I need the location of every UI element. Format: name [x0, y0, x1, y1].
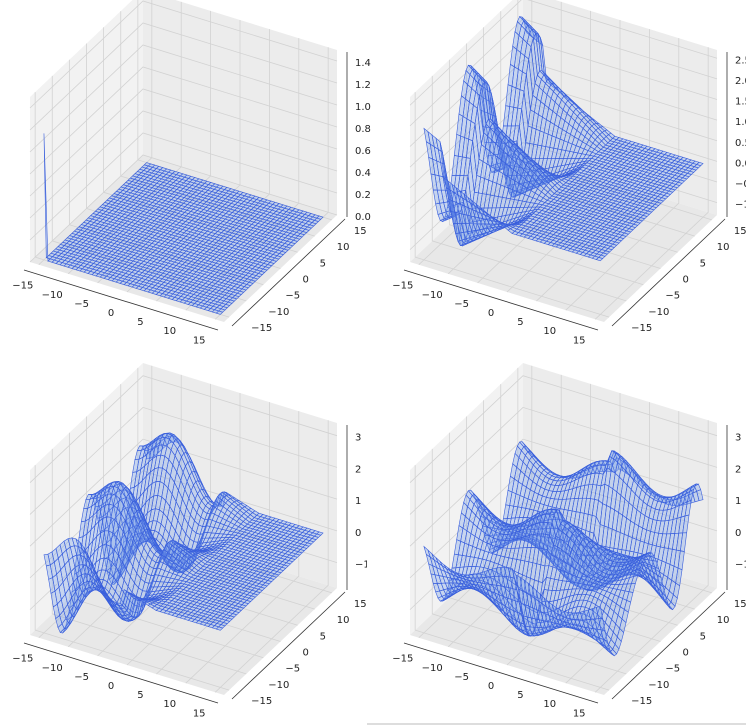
x-tick-label: −15: [12, 281, 33, 292]
z-tick-label: 0.4: [355, 168, 371, 179]
gridline-z: [29, 22, 338, 131]
x-tick-label: −5: [74, 299, 89, 310]
gridline-z: [29, 66, 338, 175]
z-tick-label: 0.0: [355, 212, 371, 223]
x-tick-label: 0: [488, 308, 494, 319]
z-tick-label: 1.0: [355, 102, 371, 113]
surface: [43, 133, 324, 315]
y-tick-label: 15: [354, 226, 367, 237]
z-tick-label: 1.0: [735, 117, 746, 128]
y-tick-label: 10: [337, 242, 350, 253]
y-tick-label: 0: [683, 275, 689, 286]
z-tick-label: −0.5: [735, 179, 746, 190]
z-tick-label: 0.2: [355, 190, 371, 201]
z-tick-label: −1.0: [735, 200, 746, 211]
gridline-z: [29, 154, 338, 263]
y-tick-label: 0: [303, 275, 309, 286]
z-tick-label: 1.4: [355, 58, 371, 69]
x-tick-label: −10: [42, 290, 63, 301]
gridline-z: [29, 110, 338, 219]
z-tick-label: 1.5: [735, 97, 746, 108]
x-tick-label: 5: [137, 317, 143, 328]
gridline-z: [29, 0, 338, 109]
z-tick-label: 0.8: [355, 124, 371, 135]
x-tick-label: 5: [517, 317, 523, 328]
z-tick-label: 0.0: [735, 158, 746, 169]
y-tick-label: −5: [285, 291, 300, 302]
x-tick-label: 10: [543, 326, 556, 337]
y-tick-label: 5: [320, 258, 326, 269]
x-tick-label: −10: [422, 290, 443, 301]
x-axis-line: [23, 269, 219, 331]
y-tick-label: 10: [717, 242, 730, 253]
z-tick-label: 1.2: [355, 80, 371, 91]
y-tick-label: −5: [665, 291, 680, 302]
subplot-top-left: −15−10−5051015−15−10−50510150.00.20.40.6…: [12, 0, 371, 346]
y-tick-label: −15: [631, 323, 652, 334]
y-axis-line: [231, 218, 346, 327]
z-tick-label: 0.5: [735, 138, 746, 149]
gridline-z: [29, 44, 338, 153]
x-tick-label: 15: [573, 335, 586, 346]
y-tick-label: −15: [251, 323, 272, 334]
y-tick-label: −10: [268, 307, 289, 318]
gridline-z: [29, 132, 338, 241]
z-tick-label: 2.0: [735, 76, 746, 87]
y-tick-label: 15: [734, 226, 746, 237]
z-tick-label: 0.6: [355, 146, 371, 157]
y-tick-label: 5: [700, 258, 706, 269]
x-tick-label: 0: [108, 308, 114, 319]
x-tick-label: −5: [454, 299, 469, 310]
x-tick-label: 10: [163, 326, 176, 337]
z-tick-label: 2.5: [735, 55, 746, 66]
gridline-z: [29, 88, 338, 197]
y-tick-label: −10: [648, 307, 669, 318]
x-tick-label: 15: [193, 335, 206, 346]
subplot-top-right: −15−10−5051015−15−10−5051015−1.0−0.50.00…: [392, 0, 746, 346]
x-tick-label: −15: [392, 281, 413, 292]
